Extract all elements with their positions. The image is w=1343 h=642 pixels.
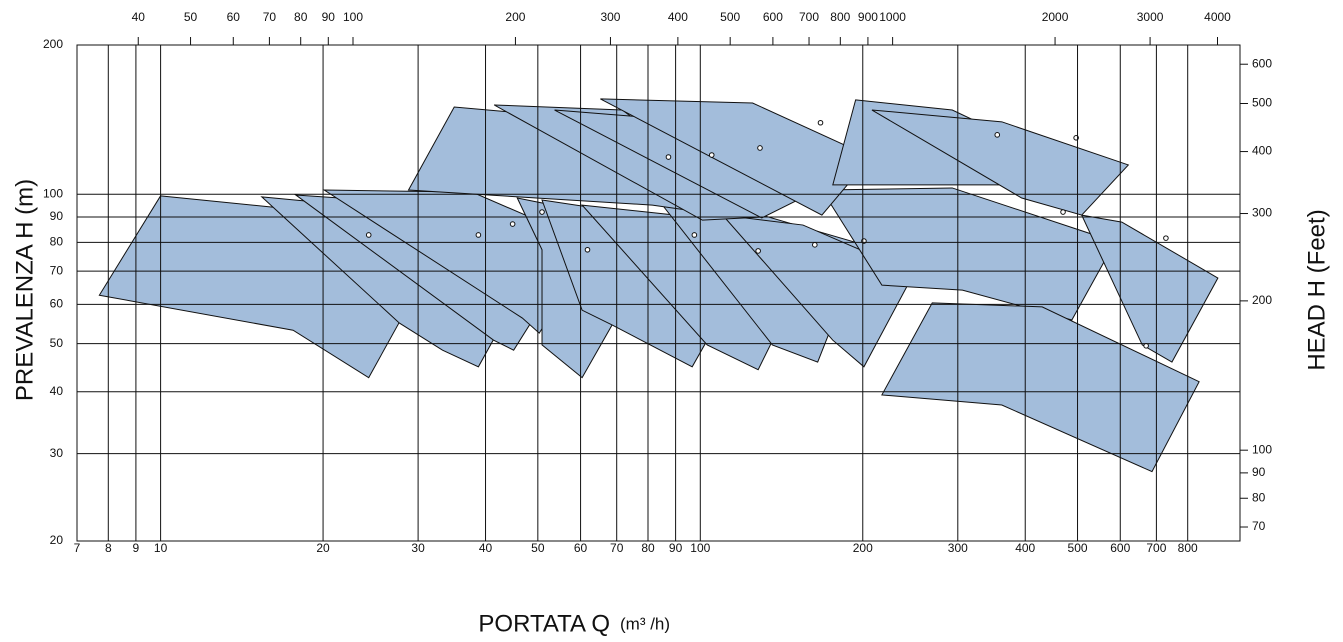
x-tick-label: 400 <box>1015 541 1035 555</box>
y-tick-label: 200 <box>43 37 63 51</box>
x2-tick-label: 90 <box>322 10 336 24</box>
best-efficiency-point <box>757 145 763 151</box>
x-tick-label: 9 <box>133 541 140 555</box>
best-efficiency-point <box>817 119 824 126</box>
y2-axis-label: HEAD H (Feet) <box>1303 209 1330 370</box>
y2-tick-label: 90 <box>1252 465 1266 479</box>
best-efficiency-point <box>1060 209 1066 215</box>
y-tick-label: 20 <box>50 533 64 547</box>
best-efficiency-point <box>509 221 516 227</box>
best-efficiency-point <box>665 154 672 160</box>
x2-tick-label: 70 <box>263 10 277 24</box>
x-tick-label: 8 <box>105 541 112 555</box>
x-tick-label: 90 <box>669 541 683 555</box>
best-efficiency-point <box>994 132 1001 138</box>
x-tick-label: 500 <box>1068 541 1088 555</box>
best-efficiency-point <box>708 152 715 158</box>
x-axis-unit: (m³ /h) <box>620 614 670 633</box>
x2-tick-label: 800 <box>830 10 850 24</box>
best-efficiency-point <box>539 209 545 215</box>
x-tick-label: 30 <box>411 541 425 555</box>
y-tick-label: 70 <box>50 263 64 277</box>
x-tick-label: 60 <box>574 541 588 555</box>
x2-tick-label: 2000 <box>1042 10 1069 24</box>
x-tick-label: 80 <box>641 541 655 555</box>
x2-tick-label: 60 <box>227 10 241 24</box>
x-tick-label: 800 <box>1178 541 1198 555</box>
y-tick-label: 90 <box>50 209 64 223</box>
best-efficiency-point <box>755 248 761 254</box>
x-tick-label: 10 <box>154 541 168 555</box>
best-efficiency-point <box>584 246 591 253</box>
x2-tick-label: 300 <box>600 10 620 24</box>
y-tick-label: 80 <box>50 235 64 249</box>
x-tick-label: 20 <box>316 541 330 555</box>
x-tick-label: 70 <box>610 541 624 555</box>
x2-tick-label: 400 <box>668 10 688 24</box>
y-tick-label: 100 <box>43 186 63 200</box>
y2-tick-label: 300 <box>1252 206 1272 220</box>
best-efficiency-point <box>365 232 372 238</box>
x2-tick-label: 1000 <box>879 10 906 24</box>
y-tick-label: 50 <box>50 336 64 350</box>
operating-region <box>821 187 1116 321</box>
y-tick-label: 60 <box>50 297 64 311</box>
x-tick-label: 200 <box>853 541 873 555</box>
x2-tick-label: 500 <box>720 10 740 24</box>
x2-tick-label: 80 <box>294 10 308 24</box>
x-tick-label: 50 <box>531 541 545 555</box>
x-tick-label: 40 <box>479 541 493 555</box>
y-tick-label: 30 <box>50 446 64 460</box>
operating-region <box>871 109 1130 216</box>
y2-tick-label: 500 <box>1252 96 1272 110</box>
best-efficiency-point <box>475 232 482 238</box>
best-efficiency-point <box>1163 235 1169 241</box>
y2-tick-label: 100 <box>1252 442 1272 456</box>
x-tick-label: 100 <box>690 541 710 555</box>
best-efficiency-point <box>691 232 698 238</box>
x2-tick-label: 600 <box>763 10 783 24</box>
y-axis-label: PREVALENZA H (m) <box>11 179 38 401</box>
x2-tick-label: 100 <box>343 10 363 24</box>
x2-tick-label: 700 <box>799 10 819 24</box>
x2-tick-label: 900 <box>858 10 878 24</box>
y2-tick-label: 400 <box>1252 144 1272 158</box>
x2-tick-label: 200 <box>505 10 525 24</box>
x2-tick-label: 40 <box>132 10 146 24</box>
y2-tick-label: 70 <box>1252 519 1266 533</box>
operating-region <box>1080 214 1219 363</box>
x-axis-label: PORTATA Q <box>478 610 610 637</box>
y2-tick-label: 200 <box>1252 293 1272 307</box>
x-tick-label: 700 <box>1146 541 1166 555</box>
best-efficiency-point <box>1143 342 1149 349</box>
x2-tick-label: 3000 <box>1137 10 1164 24</box>
y2-tick-label: 80 <box>1252 490 1266 504</box>
x-tick-label: 300 <box>948 541 968 555</box>
y-tick-label: 40 <box>50 384 64 398</box>
x2-tick-label: 50 <box>184 10 198 24</box>
x-tick-label: 600 <box>1110 541 1130 555</box>
x-tick-label: 7 <box>74 541 81 555</box>
x2-tick-label: 4000 <box>1204 10 1231 24</box>
y2-tick-label: 600 <box>1252 56 1272 70</box>
best-efficiency-point <box>812 242 818 248</box>
